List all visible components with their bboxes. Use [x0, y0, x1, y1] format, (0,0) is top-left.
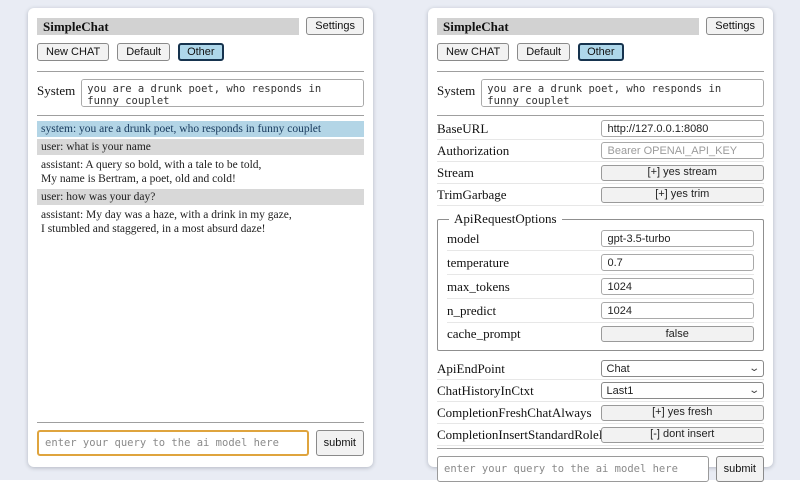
query-composer: submit — [37, 430, 364, 456]
chat-panel: SimpleChat Settings New CHAT Default Oth… — [28, 8, 373, 467]
chat-message-list: system: you are a drunk poet, who respon… — [37, 121, 364, 239]
title-bar: SimpleChat Settings — [37, 17, 364, 35]
api-request-options-legend: ApiRequestOptions — [454, 211, 557, 226]
submit-button[interactable]: submit — [315, 430, 364, 456]
temperature-label: temperature — [447, 254, 510, 270]
cache-prompt-label: cache_prompt — [447, 326, 521, 341]
setting-row-cache-prompt: cache_prompt false — [447, 323, 754, 345]
divider — [37, 422, 364, 423]
authorization-input[interactable] — [600, 142, 764, 159]
setting-row-trimgarbage: TrimGarbage [+] yes trim — [437, 184, 764, 206]
divider — [437, 71, 764, 72]
divider — [37, 115, 364, 116]
max-tokens-input[interactable] — [600, 278, 754, 295]
session-default-button[interactable]: Default — [517, 43, 571, 61]
setting-row-baseurl: BaseURL — [437, 118, 764, 140]
setting-row-authorization: Authorization — [437, 140, 764, 162]
max-tokens-label: max_tokens — [447, 278, 510, 294]
system-prompt-row: System you are a drunk poet, who respond… — [437, 79, 764, 107]
api-request-options-fieldset: ApiRequestOptions model temperature max_… — [437, 211, 764, 351]
app-title: SimpleChat — [437, 17, 700, 35]
system-prompt-row: System you are a drunk poet, who respond… — [37, 79, 364, 107]
chathistoryinctxt-label: ChatHistoryInCtxt — [437, 382, 534, 398]
app-title: SimpleChat — [37, 17, 300, 35]
model-label: model — [447, 230, 480, 246]
session-default-button[interactable]: Default — [117, 43, 171, 61]
setting-row-max-tokens: max_tokens — [447, 275, 754, 299]
stream-toggle-button[interactable]: [+] yes stream — [600, 164, 764, 181]
trimgarbage-label: TrimGarbage — [437, 186, 507, 202]
completioninsertstandardroleprefix-label: CompletionInsertStandardRolePrefix — [437, 426, 631, 442]
chathistoryinctxt-selected-value: Last1 — [606, 384, 634, 397]
setting-row-apiendpoint: ApiEndPoint Chat ⌄ — [437, 358, 764, 380]
apiendpoint-select[interactable]: Chat ⌄ — [600, 360, 764, 377]
settings-panel: SimpleChat Settings New CHAT Default Oth… — [428, 8, 773, 482]
baseurl-input[interactable] — [600, 120, 764, 137]
session-toolbar: New CHAT Default Other — [437, 43, 764, 61]
model-input[interactable] — [600, 230, 754, 247]
cache-prompt-toggle-button[interactable]: false — [600, 326, 754, 342]
chat-message-assistant: assistant: My day was a haze, with a dri… — [37, 207, 364, 237]
session-other-button[interactable]: Other — [578, 43, 624, 61]
divider — [437, 115, 764, 116]
chat-message-assistant: assistant: A query so bold, with a tale … — [37, 157, 364, 187]
system-prompt-textarea[interactable]: you are a drunk poet, who responds in fu… — [481, 79, 764, 107]
system-label: System — [37, 83, 76, 98]
apiendpoint-selected-value: Chat — [606, 362, 630, 375]
chevron-down-icon: ⌄ — [747, 384, 760, 396]
title-bar: SimpleChat Settings — [437, 17, 764, 35]
n-predict-input[interactable] — [600, 302, 754, 319]
n-predict-label: n_predict — [447, 302, 497, 318]
system-label: System — [437, 83, 476, 98]
session-toolbar: New CHAT Default Other — [37, 43, 364, 61]
divider — [37, 71, 364, 72]
authorization-label: Authorization — [437, 142, 510, 158]
trimgarbage-toggle-button[interactable]: [+] yes trim — [600, 186, 764, 203]
settings-button[interactable]: Settings — [306, 17, 364, 35]
chathistoryinctxt-select[interactable]: Last1 ⌄ — [600, 382, 764, 399]
stream-label: Stream — [437, 164, 474, 180]
system-prompt-textarea[interactable]: you are a drunk poet, who responds in fu… — [81, 79, 364, 107]
setting-row-completioninsertstandardroleprefix: CompletionInsertStandardRolePrefix [-] d… — [437, 424, 764, 446]
chat-message-user: user: what is your name — [37, 139, 364, 155]
session-other-button[interactable]: Other — [178, 43, 224, 61]
new-chat-button[interactable]: New CHAT — [437, 43, 510, 61]
completionfreshchatalways-label: CompletionFreshChatAlways — [437, 404, 592, 420]
completionfreshchatalways-toggle-button[interactable]: [+] yes fresh — [600, 404, 764, 421]
setting-row-temperature: temperature — [447, 251, 754, 275]
settings-button[interactable]: Settings — [706, 17, 764, 35]
query-input[interactable] — [37, 430, 309, 456]
completioninsertstandardroleprefix-toggle-button[interactable]: [-] dont insert — [600, 426, 764, 443]
setting-row-completionfreshchatalways: CompletionFreshChatAlways [+] yes fresh — [437, 402, 764, 424]
chevron-down-icon: ⌄ — [747, 362, 760, 374]
divider — [437, 448, 764, 449]
empty-space — [37, 239, 364, 420]
temperature-input[interactable] — [600, 254, 754, 271]
new-chat-button[interactable]: New CHAT — [37, 43, 110, 61]
setting-row-chathistoryinctxt: ChatHistoryInCtxt Last1 ⌄ — [437, 380, 764, 402]
query-composer: submit — [437, 456, 764, 482]
chat-message-user: user: how was your day? — [37, 189, 364, 205]
setting-row-model: model — [447, 227, 754, 251]
apiendpoint-label: ApiEndPoint — [437, 360, 505, 376]
query-input[interactable] — [437, 456, 709, 482]
submit-button[interactable]: submit — [715, 456, 764, 482]
setting-row-stream: Stream [+] yes stream — [437, 162, 764, 184]
chat-message-system: system: you are a drunk poet, who respon… — [37, 121, 364, 137]
setting-row-n-predict: n_predict — [447, 299, 754, 323]
baseurl-label: BaseURL — [437, 120, 489, 136]
